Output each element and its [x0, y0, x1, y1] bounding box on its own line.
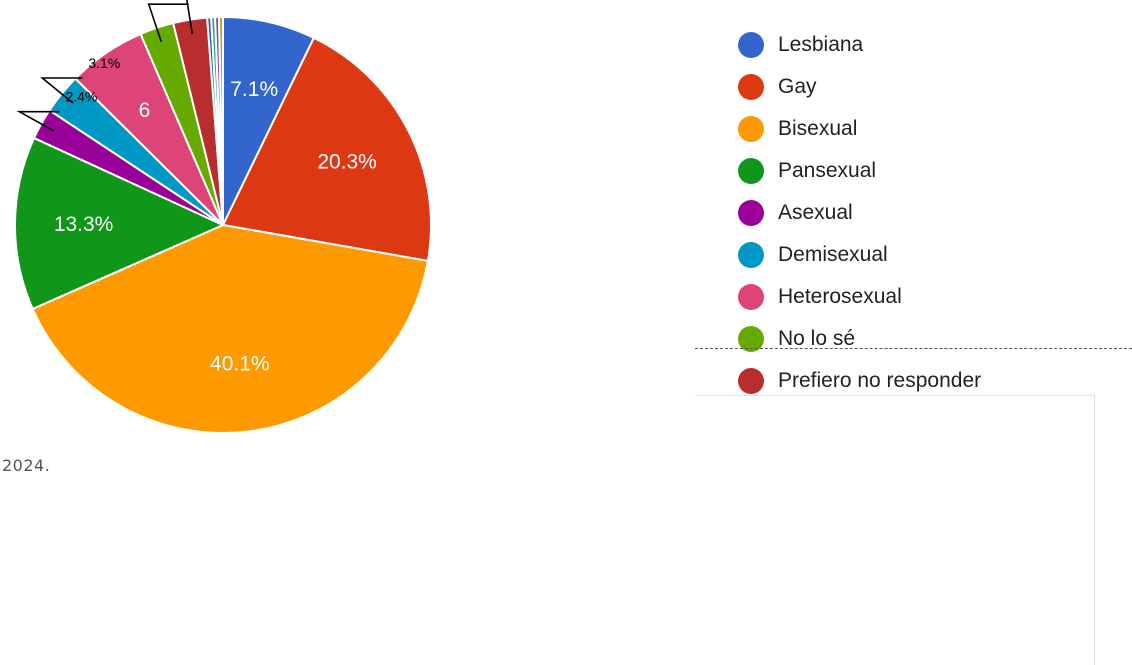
legend-item-pansexual: Pansexual [738, 150, 981, 192]
slice-label: 20.3% [317, 151, 377, 174]
pie-chart: 7.1%20.3%40.1%13.3%2.4%3.1%6%2 [14, 0, 432, 434]
legend-label: No lo sé [778, 327, 856, 350]
callout-line [186, 0, 194, 35]
slice-label: 6 [139, 99, 151, 122]
legend-item-asexual: Asexual [738, 192, 981, 234]
legend-label: Gay [778, 75, 817, 98]
caption-text: 2024. [2, 456, 51, 475]
pie-slice-bisexual [31, 223, 430, 434]
legend-item-lesbiana: Lesbiana [738, 24, 981, 66]
legend-swatch [738, 368, 764, 394]
pie-slice-pansexual [14, 136, 226, 311]
callout-label: 3.1% [88, 55, 120, 71]
legend: Lesbiana Gay Bisexual Pansexual Asexual … [738, 24, 981, 402]
callout-line [147, 3, 189, 42]
legend-swatch [738, 116, 764, 142]
legend-label: Prefiero no responder [778, 369, 982, 392]
legend-swatch [738, 158, 764, 184]
legend-label: Heterosexual [778, 285, 902, 308]
slice-label: 13.3% [54, 213, 114, 236]
legend-label: Asexual [778, 201, 853, 224]
pie-slice-other-12 [218, 15, 224, 226]
legend-swatch [738, 326, 764, 352]
legend-item-no-lo-se: No lo sé [738, 318, 981, 360]
legend-item-demisexual: Demisexual [738, 234, 981, 276]
legend-swatch [738, 284, 764, 310]
callout-line [40, 77, 83, 104]
legend-item-heterosexual: Heterosexual [738, 276, 981, 318]
legend-item-gay: Gay [738, 66, 981, 108]
legend-label: Bisexual [778, 117, 858, 140]
legend-swatch [738, 242, 764, 268]
slice-label: 40.1% [210, 352, 270, 375]
legend-swatch [738, 200, 764, 226]
empty-frame [695, 395, 1095, 665]
legend-item-prefiero-no-responder: Prefiero no responder [738, 360, 981, 402]
legend-label: Lesbiana [778, 33, 864, 56]
legend-label: Demisexual [778, 243, 888, 266]
legend-divider [695, 348, 1132, 349]
legend-swatch [738, 74, 764, 100]
legend-item-bisexual: Bisexual [738, 108, 981, 150]
pie-slice-gay [221, 36, 432, 263]
legend-swatch [738, 32, 764, 58]
slice-label: 7.1% [230, 78, 278, 101]
callout-label: 2.4% [65, 89, 97, 105]
callout-line [16, 110, 60, 132]
legend-label: Pansexual [778, 159, 877, 182]
